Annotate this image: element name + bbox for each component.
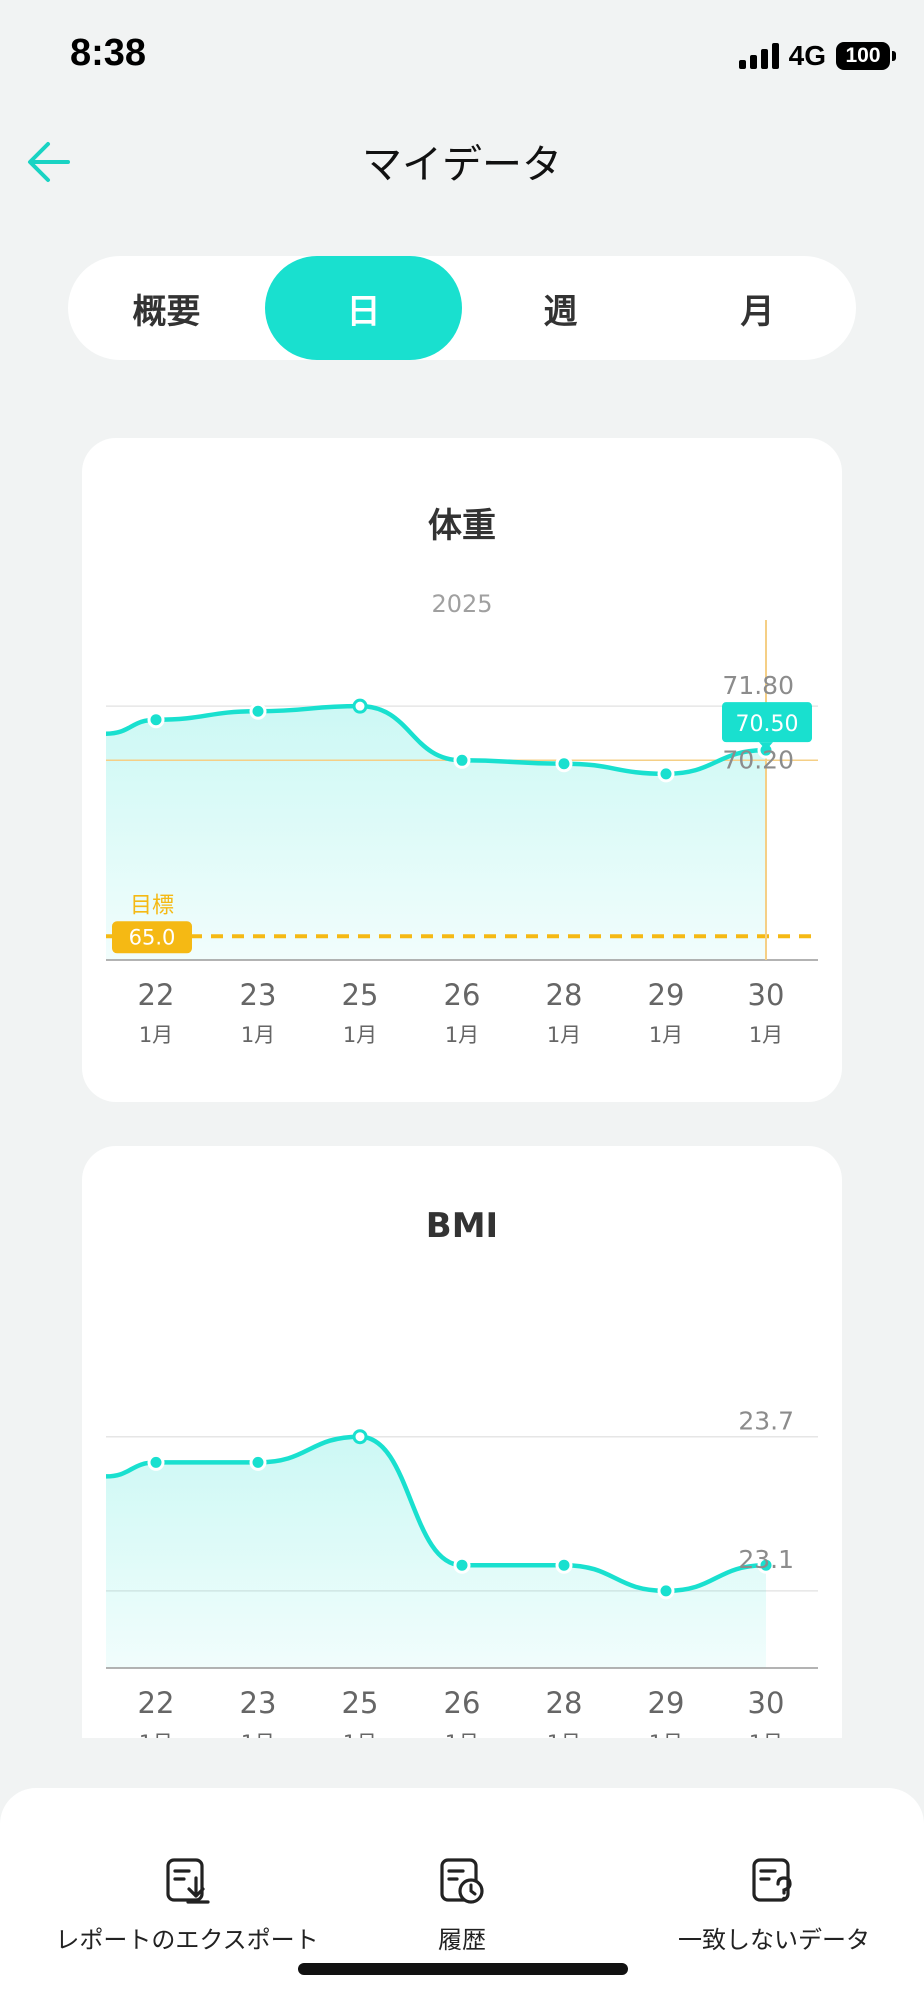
weight-chart[interactable]: 目標 65.0 71.80 70.20 70.50 22 1月 23 1月 25 1月 26 1月 28 1… (82, 438, 842, 1102)
back-button[interactable] (22, 134, 78, 190)
history-button[interactable]: 履歴 (412, 1856, 512, 1955)
page-title: マイデータ (362, 142, 562, 188)
bottom-action-bar: レポートのエクスポート 履歴 一致しないデータ (0, 1788, 924, 2000)
x-tick-label: 22 (138, 978, 175, 1012)
status-bar: 8:38 4G 100 (0, 0, 924, 112)
x-tick-sublabel: 1月 (649, 1731, 683, 1738)
data-point (555, 1556, 573, 1574)
selected-value: 70.50 (736, 712, 799, 737)
x-tick-label: 28 (546, 1686, 583, 1720)
bmi-card: BMI 23.7 23.1 22 1月 23 1月 25 1月 26 1月 28 1月 29 1月 30 1月 (82, 1146, 842, 1738)
x-tick-sublabel: 1月 (139, 1731, 173, 1738)
history-label: 履歴 (438, 1926, 486, 1954)
x-tick-sublabel: 1月 (241, 1023, 275, 1047)
network-type: 4G (788, 40, 826, 71)
data-point (147, 1453, 165, 1471)
x-tick-sublabel: 1月 (241, 1731, 275, 1738)
x-tick-label: 28 (546, 978, 583, 1012)
data-point (352, 698, 368, 714)
status-indicators: 4G 100 (738, 40, 896, 72)
unmatched-data-button[interactable]: 一致しないデータ (664, 1856, 884, 1955)
history-icon (440, 1858, 484, 1904)
weight-card: 体重 目標 65.0 71.80 70.20 70.50 22 1月 23 1月 25 1月 26 1月… (82, 438, 842, 1102)
data-point (555, 755, 573, 773)
reference-value-label: 23.1 (738, 1545, 794, 1574)
battery-icon: 100 (836, 42, 896, 70)
tab-overview[interactable]: 概要 (132, 291, 201, 332)
reference-value-label: 70.20 (722, 745, 794, 774)
series-line (105, 1434, 767, 1594)
x-tick-sublabel: 1月 (749, 1731, 783, 1738)
status-time: 8:38 (70, 32, 147, 74)
reference-value-label: 71.80 (722, 671, 794, 700)
x-tick-label: 29 (648, 1686, 685, 1720)
x-tick-sublabel: 1月 (343, 1023, 377, 1047)
x-tick-sublabel: 1月 (445, 1731, 479, 1738)
x-tick-label: 29 (648, 978, 685, 1012)
x-tick-label: 23 (240, 978, 277, 1012)
data-point (657, 1582, 675, 1600)
data-point (249, 702, 267, 720)
x-tick-label: 30 (748, 978, 785, 1012)
x-tick-sublabel: 1月 (547, 1731, 581, 1738)
x-tick-sublabel: 1月 (139, 1023, 173, 1047)
x-tick-sublabel: 1月 (749, 1023, 783, 1047)
weight-card-title: 体重 (428, 506, 496, 546)
tab-day[interactable]: 日 (265, 256, 462, 360)
reference-value-label: 23.7 (738, 1407, 794, 1436)
unmatched-data-icon (752, 1858, 792, 1902)
bmi-chart[interactable]: 23.7 23.1 22 1月 23 1月 25 1月 26 1月 28 1月 29 1月 30 1月 (82, 1146, 842, 1738)
goal-badge (112, 921, 192, 954)
x-tick-sublabel: 1月 (547, 1023, 581, 1047)
x-tick-sublabel: 1月 (343, 1731, 377, 1738)
data-point (453, 1556, 471, 1574)
x-tick-label: 26 (444, 978, 481, 1012)
tab-week[interactable]: 週 (543, 291, 578, 332)
arrow-left-icon (28, 142, 70, 182)
selected-value-pointer (759, 742, 773, 751)
export-report-icon (166, 1858, 210, 1904)
data-point (249, 1453, 267, 1471)
x-tick-sublabel: 1月 (649, 1023, 683, 1047)
goal-label: 目標 (130, 893, 174, 918)
home-indicator (298, 1963, 628, 1975)
x-tick-sublabel: 1月 (445, 1023, 479, 1047)
x-tick-label: 25 (342, 978, 379, 1012)
goal-value: 65.0 (129, 925, 176, 949)
data-point (657, 765, 675, 783)
x-tick-label: 30 (748, 1686, 785, 1720)
tab-month[interactable]: 月 (740, 291, 775, 332)
data-point (352, 1429, 368, 1445)
series-area (106, 706, 766, 960)
x-tick-label: 23 (240, 1686, 277, 1720)
x-tick-label: 26 (444, 1686, 481, 1720)
year-label: 2025 (431, 590, 492, 618)
signal-icon (738, 43, 779, 69)
data-point (757, 1556, 775, 1574)
unmatched-data-label: 一致しないデータ (678, 1926, 870, 1954)
bmi-card-title: BMI (425, 1206, 499, 1246)
export-report-button[interactable]: レポートのエクスポート (52, 1856, 322, 1955)
x-tick-label: 25 (342, 1686, 379, 1720)
data-point (453, 751, 471, 769)
data-point (147, 711, 165, 729)
selected-value-badge (722, 702, 812, 743)
x-tick-label: 22 (138, 1686, 175, 1720)
export-report-label: レポートのエクスポート (55, 1926, 319, 1954)
period-tabs: 概要 日 週 月 (68, 256, 856, 360)
